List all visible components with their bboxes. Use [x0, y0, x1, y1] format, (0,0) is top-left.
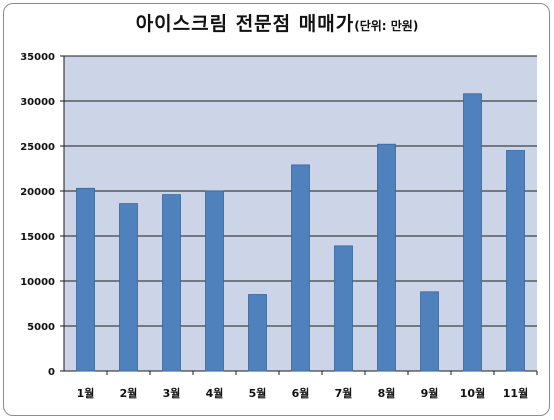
bar — [205, 190, 224, 372]
bar — [463, 93, 482, 372]
x-tick-label: 10월 — [460, 386, 485, 400]
x-tick-label: 2월 — [120, 386, 138, 400]
bar — [291, 164, 310, 372]
x-tick-label: 5월 — [249, 386, 267, 400]
bar — [76, 187, 95, 372]
x-tick-label: 4월 — [206, 386, 224, 400]
x-tick-label: 6월 — [292, 386, 310, 400]
chart-title-main: 아이스크림 전문점 매매가 — [135, 13, 355, 35]
chart-title-unit: (단위: 만원) — [354, 19, 419, 33]
bar — [248, 294, 267, 372]
bar — [377, 143, 396, 372]
bar — [119, 203, 138, 372]
x-tick-label: 9월 — [421, 386, 439, 400]
y-tick-label: 5000 — [27, 322, 55, 333]
x-tick-label: 3월 — [163, 386, 181, 400]
chart-title: 아이스크림 전문점 매매가(단위: 만원) — [0, 9, 554, 36]
y-tick-label: 10000 — [20, 277, 55, 288]
bar — [420, 291, 439, 372]
bar — [506, 150, 525, 372]
y-tick-label: 25000 — [20, 142, 55, 153]
y-tick-label: 20000 — [20, 187, 55, 198]
y-tick-label: 30000 — [20, 97, 55, 108]
x-tick-label: 7월 — [335, 386, 353, 400]
y-tick-label: 0 — [48, 367, 55, 378]
bar — [334, 245, 353, 372]
x-tick-label: 11월 — [503, 386, 528, 400]
x-tick-label: 1월 — [77, 386, 95, 400]
y-tick-label: 35000 — [20, 52, 55, 63]
y-tick-label: 15000 — [20, 232, 55, 243]
x-tick-label: 8월 — [378, 386, 396, 400]
bar — [162, 194, 181, 372]
